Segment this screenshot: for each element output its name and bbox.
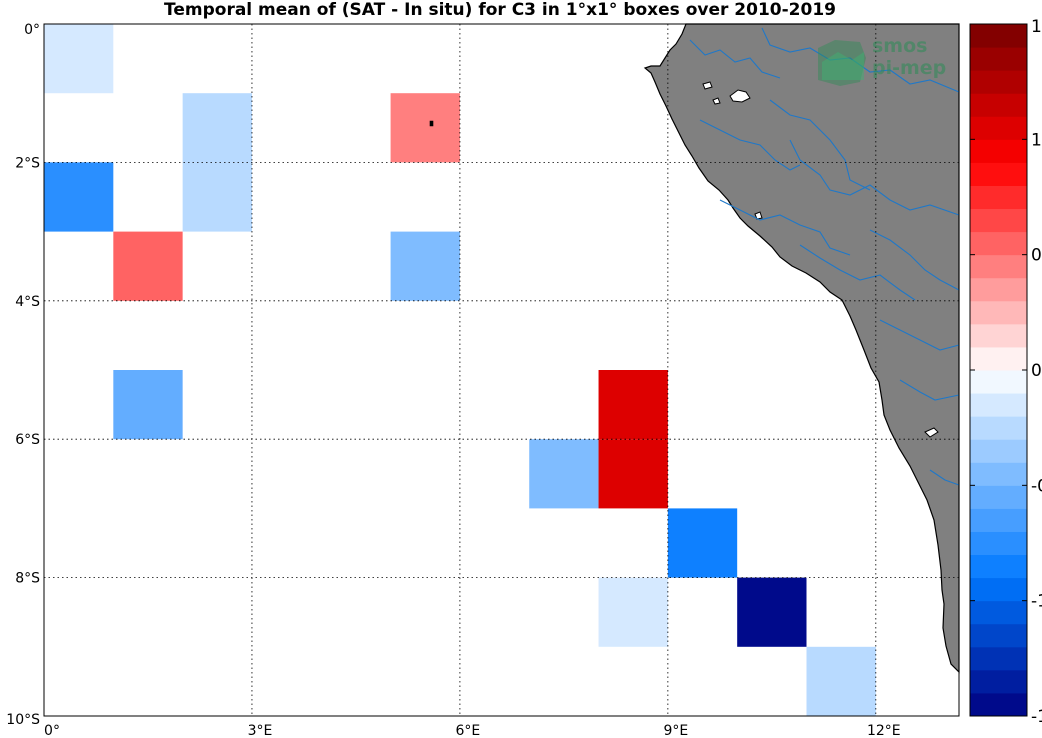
x-tick-labels: 0° 3°E 6°E 9°E 12°E — [44, 723, 901, 738]
colorbar-swatch — [970, 231, 1027, 256]
y-tick-label: 0° — [24, 22, 40, 38]
colorbar-swatch — [970, 462, 1027, 486]
colorbar-swatch — [970, 300, 1027, 325]
grid-lines — [44, 24, 959, 716]
island — [754, 211, 763, 220]
heatmap-cell — [806, 646, 876, 716]
colorbar-tick-label: 0 — [1031, 361, 1042, 381]
colorbar-tick-label: -1 — [1031, 592, 1042, 612]
chart-title: Temporal mean of (SAT - In situ) for C3 … — [164, 0, 836, 20]
colorbar-swatch — [970, 439, 1027, 463]
smos-pi-mep-logo: smos pi-mep — [818, 35, 946, 86]
colorbar-swatch — [970, 554, 1027, 579]
heatmap-cell — [113, 370, 183, 440]
colorbar-swatch — [970, 370, 1027, 394]
colorbar-swatch — [970, 116, 1027, 140]
heatmap-cell — [390, 231, 460, 301]
colorbar-swatch — [970, 323, 1027, 348]
heatmap-cell — [598, 439, 668, 509]
colorbar — [970, 24, 1027, 717]
heatmap-cell — [598, 370, 668, 440]
island — [702, 81, 713, 90]
colorbar-swatch — [970, 485, 1027, 509]
x-tick-label: 3°E — [248, 723, 273, 738]
colorbar-swatch — [970, 600, 1027, 625]
colorbar-swatch — [970, 208, 1027, 233]
colorbar-swatch — [970, 70, 1027, 94]
colorbar-tick-label: 1.5 — [1031, 17, 1042, 37]
plot-frame — [43, 23, 960, 717]
colorbar-swatch — [970, 623, 1027, 648]
colorbar-swatch — [970, 47, 1027, 71]
colorbar-swatch — [970, 277, 1027, 302]
colorbar-tick-label: -1.5 — [1031, 707, 1042, 727]
land-mass — [643, 23, 960, 674]
logo-line-1: smos — [872, 35, 927, 57]
colorbar-swatch — [970, 692, 1027, 717]
heatmap-cell — [113, 231, 183, 301]
heatmap-cells — [44, 24, 876, 716]
colorbar-swatch — [970, 139, 1027, 163]
colorbar-swatch — [970, 416, 1027, 440]
island — [924, 427, 939, 438]
heatmap-cell — [44, 162, 114, 232]
island — [429, 120, 434, 127]
x-tick-label: 12°E — [867, 723, 901, 738]
colorbar-tick-label: -0.5 — [1031, 476, 1042, 496]
y-tick-label: 6°S — [15, 432, 40, 448]
y-tick-label: 8°S — [15, 571, 40, 587]
heatmap-cell — [598, 577, 668, 647]
colorbar-swatch — [970, 669, 1027, 694]
rivers — [689, 27, 960, 486]
island — [712, 97, 721, 105]
logo-line-2: pi-mep — [872, 57, 946, 79]
colorbar-swatch — [970, 531, 1027, 556]
island — [729, 89, 751, 103]
heatmap-cell — [44, 24, 114, 94]
x-tick-label: 6°E — [456, 723, 481, 738]
y-tick-label: 4°S — [15, 294, 40, 310]
colorbar-tick-labels: 1.5 1 0.5 0 -0.5 -1 -1.5 — [970, 17, 1042, 727]
colorbar-swatch — [970, 162, 1027, 186]
heatmap-cell — [182, 93, 252, 163]
colorbar-swatch — [970, 24, 1027, 48]
heatmap-cell — [182, 162, 252, 232]
map-plot-area — [44, 23, 960, 716]
x-tick-label: 0° — [44, 723, 60, 738]
colorbar-swatch — [970, 508, 1027, 532]
colorbar-swatch — [970, 346, 1027, 371]
heatmap-cell — [667, 508, 738, 578]
colorbar-tick-label: 1 — [1031, 130, 1042, 150]
colorbar-swatch — [970, 254, 1027, 279]
x-tick-label: 9°E — [663, 723, 688, 738]
y-tick-labels: 0° 2°S 4°S 6°S 8°S 10°S — [6, 22, 40, 728]
colorbar-swatch — [970, 185, 1027, 210]
heatmap-cell — [390, 93, 460, 163]
y-tick-label: 10°S — [6, 712, 40, 728]
colorbar-swatch — [970, 577, 1027, 602]
colorbar-swatch — [970, 93, 1027, 117]
y-tick-label: 2°S — [15, 155, 40, 171]
heatmap-cell — [737, 577, 807, 647]
colorbar-swatch — [970, 646, 1027, 671]
colorbar-swatch — [970, 393, 1027, 417]
colorbar-tick-label: 0.5 — [1031, 246, 1042, 266]
heatmap-cell — [529, 439, 599, 509]
